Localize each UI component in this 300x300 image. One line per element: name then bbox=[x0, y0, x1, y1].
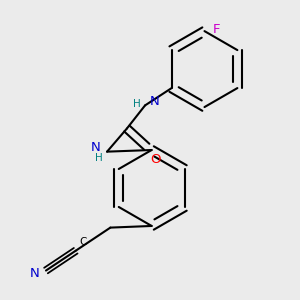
Text: H: H bbox=[133, 99, 141, 109]
Text: F: F bbox=[213, 23, 220, 36]
Text: H: H bbox=[95, 153, 103, 163]
Text: N: N bbox=[91, 141, 100, 154]
Text: O: O bbox=[150, 153, 160, 166]
Text: N: N bbox=[150, 95, 160, 108]
Text: N: N bbox=[30, 267, 39, 280]
Text: C: C bbox=[79, 237, 86, 248]
